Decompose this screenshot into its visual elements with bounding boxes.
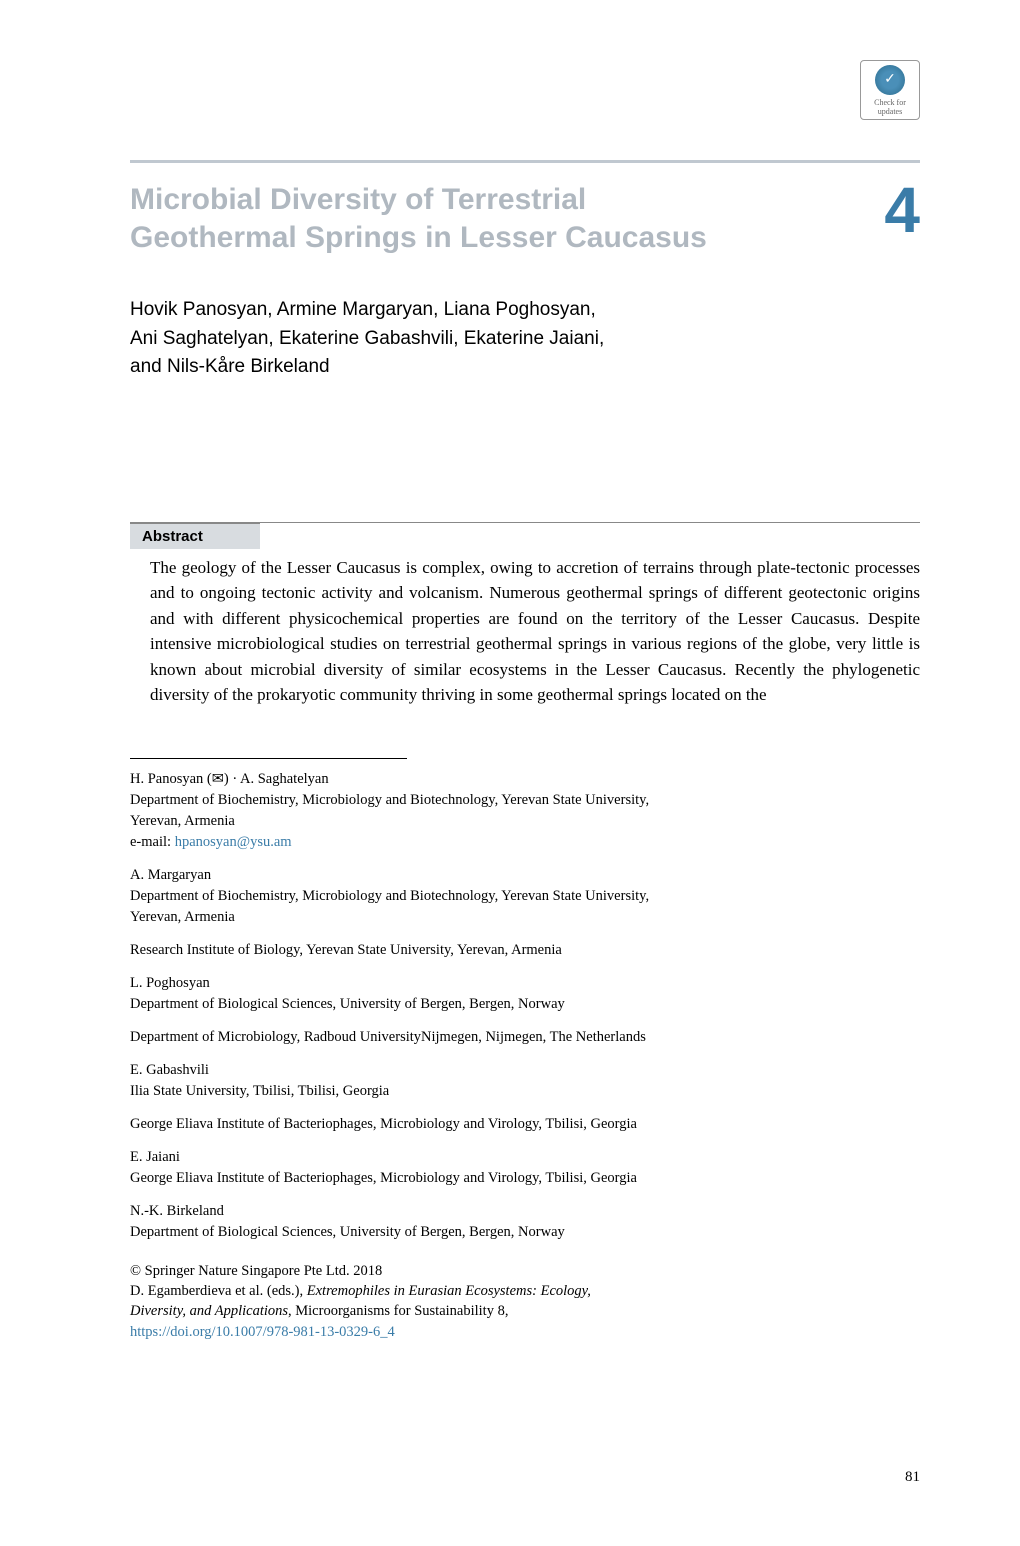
affil-line: Research Institute of Biology, Yerevan S… [130,940,904,961]
title-line2: Geothermal Springs in Lesser Caucasus [130,221,707,254]
affil-line: Department of Biochemistry, Microbiology… [130,790,904,811]
book-title: Extremophiles in Eurasian Ecosystems: Ec… [307,1283,591,1299]
affil-line: Department of Biochemistry, Microbiology… [130,886,904,907]
check-circle-icon: ✓ [875,65,905,95]
check-updates-badge[interactable]: ✓ Check for updates [860,60,920,120]
affil-line: George Eliava Institute of Bacteriophage… [130,1168,904,1189]
affiliations-section: H. Panosyan (✉) · A. Saghatelyan Departm… [130,758,407,1342]
chapter-number: 4 [884,173,920,247]
affiliation-block: E. Gabashvili Ilia State University, Tbi… [130,1060,904,1102]
chapter-header: Microbial Diversity of Terrestrial Geoth… [130,160,920,256]
affiliation-block: George Eliava Institute of Bacteriophage… [130,1114,904,1135]
affiliation-block: L. Poghosyan Department of Biological Sc… [130,973,904,1015]
authors-line2: Ani Saghatelyan, Ekaterine Gabashvili, E… [130,328,604,349]
affil-author: L. Poghosyan [130,973,904,994]
affil-line: Yerevan, Armenia [130,907,904,928]
affiliation-block: H. Panosyan (✉) · A. Saghatelyan Departm… [130,769,904,853]
affil-author: N.-K. Birkeland [130,1201,904,1222]
affiliation-block: A. Margaryan Department of Biochemistry,… [130,865,904,928]
copyright-text: © Springer Nature Singapore Pte Ltd. 201… [130,1263,382,1279]
updates-label: updates [878,107,902,116]
affil-line: Department of Microbiology, Radboud Univ… [130,1027,904,1048]
doi-link[interactable]: https://doi.org/10.1007/978-981-13-0329-… [130,1324,395,1340]
email-link[interactable]: hpanosyan@ysu.am [175,834,292,850]
authors-line3: and Nils-Kåre Birkeland [130,356,330,377]
affiliation-block: E. Jaiani George Eliava Institute of Bac… [130,1147,904,1189]
affil-line: George Eliava Institute of Bacteriophage… [130,1114,904,1135]
affiliation-block: Department of Microbiology, Radboud Univ… [130,1027,904,1048]
email-label: e-mail: [130,834,175,850]
affil-author: E. Jaiani [130,1147,904,1168]
affiliation-block: Research Institute of Biology, Yerevan S… [130,940,904,961]
affil-author: A. Margaryan [130,865,904,886]
affil-line: Yerevan, Armenia [130,811,904,832]
editors-text: D. Egamberdieva et al. (eds.), [130,1283,307,1299]
affil-author: E. Gabashvili [130,1060,904,1081]
abstract-text: The geology of the Lesser Caucasus is co… [130,555,920,708]
title-line1: Microbial Diversity of Terrestrial [130,183,586,216]
affil-line: Ilia State University, Tbilisi, Tbilisi,… [130,1081,904,1102]
checkmark-icon: ✓ [884,71,896,88]
affiliations-content: H. Panosyan (✉) · A. Saghatelyan Departm… [130,769,904,1342]
book-title2: Diversity, and Applications [130,1303,288,1319]
affiliation-block: N.-K. Birkeland Department of Biological… [130,1201,904,1243]
affil-author: H. Panosyan (✉) · A. Saghatelyan [130,769,904,790]
chapter-title: Microbial Diversity of Terrestrial Geoth… [130,181,723,256]
affil-line: Department of Biological Sciences, Unive… [130,994,904,1015]
page-number: 81 [905,1469,920,1486]
series-text: , Microorganisms for Sustainability 8, [288,1303,508,1319]
affil-line: Department of Biological Sciences, Unive… [130,1222,904,1243]
abstract-section: Abstract The geology of the Lesser Cauca… [130,522,920,708]
author-list: Hovik Panosyan, Armine Margaryan, Liana … [130,296,920,382]
abstract-heading: Abstract [130,523,260,549]
check-label: Check for [874,98,906,107]
authors-line1: Hovik Panosyan, Armine Margaryan, Liana … [130,299,596,320]
footer-section: © Springer Nature Singapore Pte Ltd. 201… [130,1261,904,1342]
